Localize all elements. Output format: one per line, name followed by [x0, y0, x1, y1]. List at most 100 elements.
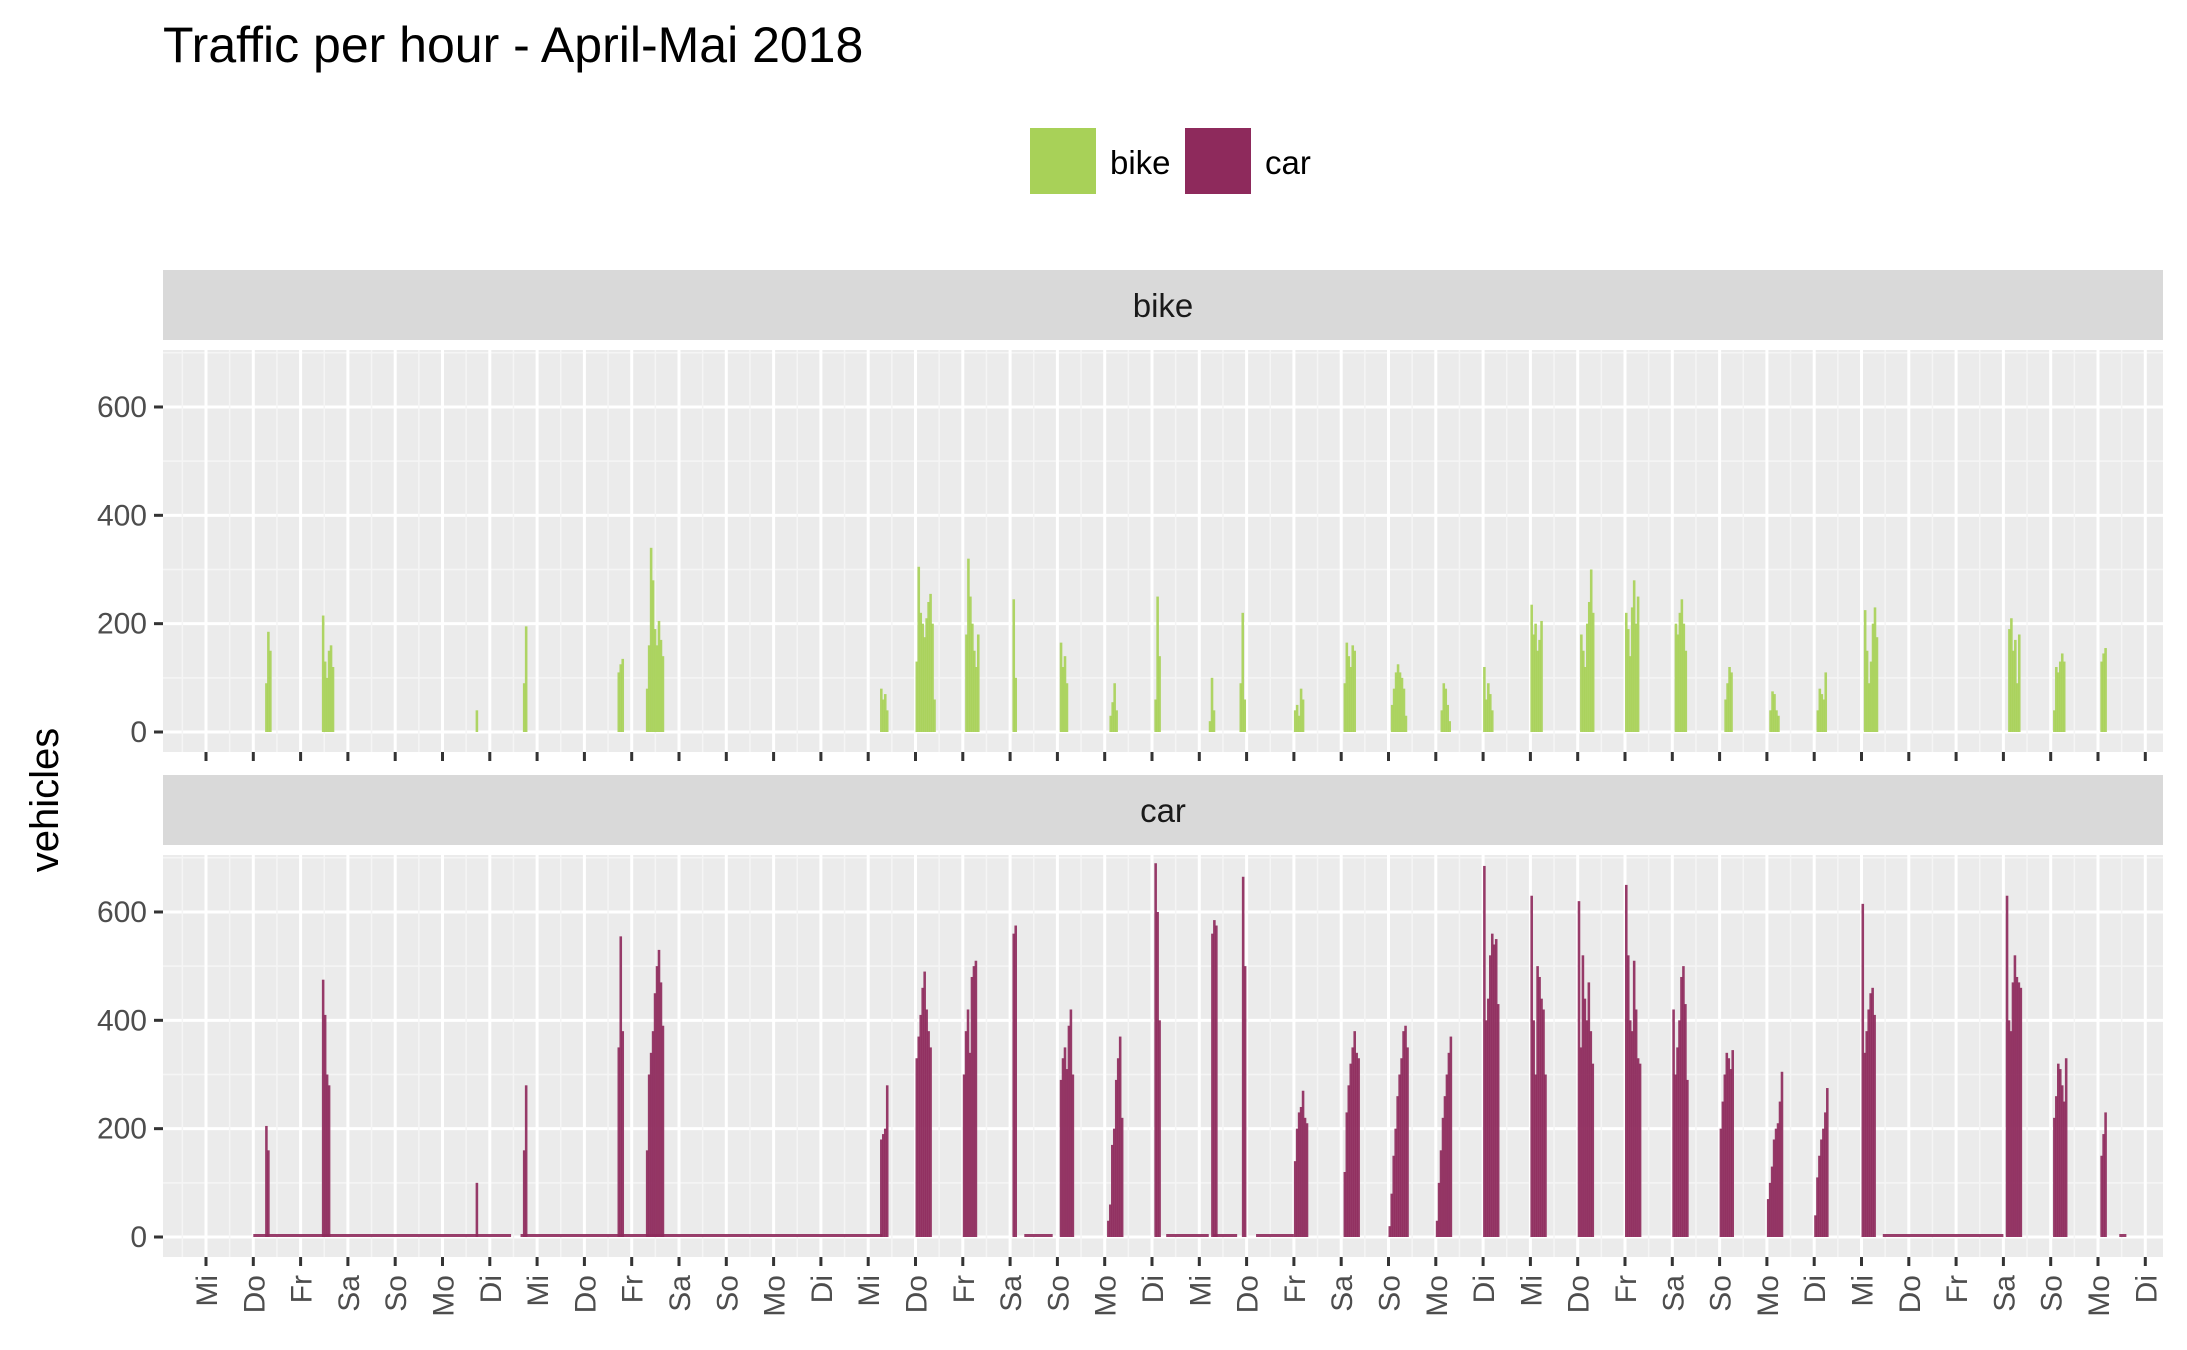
bar-baseline-car: [1166, 1234, 1209, 1237]
bar-bike: [331, 666, 335, 732]
bar-car: [619, 936, 623, 1237]
bar-car: [1727, 1058, 1731, 1237]
bar-car: [2009, 1031, 2013, 1237]
x-tick-label: Mo: [428, 1275, 461, 1317]
bar-car: [1544, 1074, 1547, 1237]
bar-bike: [1065, 683, 1069, 732]
bar-bike: [1115, 710, 1118, 732]
facet-strip-car: [163, 775, 2163, 845]
bar-bike: [917, 566, 921, 732]
bar-car: [661, 1025, 665, 1237]
bar-bike: [967, 558, 970, 732]
bar-car: [1107, 1220, 1110, 1237]
bar-car: [1154, 863, 1157, 1237]
bar-car: [2058, 1069, 2062, 1237]
bar-bike: [267, 631, 270, 732]
bar-car: [1494, 939, 1498, 1237]
bar-car: [1723, 1074, 1727, 1237]
bar-car: [621, 1031, 625, 1237]
bar-car: [925, 1009, 928, 1237]
bar-car: [1824, 1112, 1827, 1237]
bar-bike: [881, 699, 885, 732]
bar-bike: [619, 664, 623, 732]
bar-car: [655, 966, 659, 1237]
bar-bike: [1210, 677, 1214, 732]
bar-bike: [915, 661, 919, 732]
bar-car: [1630, 1031, 1634, 1237]
bar-car: [1402, 1031, 1405, 1237]
bar-car: [1303, 1117, 1307, 1237]
bar-car: [1587, 982, 1591, 1237]
bar-bike: [1295, 704, 1299, 732]
bar-car: [1772, 1139, 1776, 1237]
bar-car: [1487, 998, 1490, 1237]
bar-car: [2064, 1058, 2068, 1237]
bar-car: [327, 1085, 331, 1237]
bar-bike: [321, 615, 325, 732]
bar-car: [1822, 1128, 1825, 1237]
x-tick-label: Mi: [853, 1275, 886, 1307]
y-tick-label: 600: [97, 391, 147, 424]
bar-bike: [1490, 710, 1494, 732]
bar-car: [1674, 1074, 1677, 1237]
x-tick-label: Fr: [948, 1275, 981, 1303]
bar-bike: [1580, 634, 1583, 732]
bar-car: [659, 982, 663, 1237]
bar-bike: [880, 688, 883, 732]
bar-car: [915, 1058, 919, 1237]
bar-car: [1398, 1074, 1401, 1237]
bar-bike: [2104, 648, 2107, 732]
bar-car: [325, 1074, 329, 1237]
bar-car: [1680, 976, 1683, 1237]
x-tick-label: Sa: [1326, 1275, 1359, 1312]
x-tick-label: Do: [1232, 1275, 1265, 1313]
bar-car: [1485, 1020, 1488, 1237]
bar-car: [1345, 1112, 1349, 1237]
bar-car: [1012, 933, 1016, 1237]
bar-bike: [969, 596, 972, 732]
bar-car: [1301, 1090, 1305, 1237]
bar-car: [1063, 1047, 1067, 1237]
x-tick-label: Do: [1894, 1275, 1927, 1313]
x-tick-label: Mi: [1847, 1275, 1880, 1307]
bar-bike: [1820, 694, 1824, 732]
bar-car: [1483, 865, 1486, 1237]
bar-car: [1349, 1063, 1353, 1237]
bar-bike: [923, 637, 926, 732]
bar-bike: [1636, 596, 1640, 732]
bar-car: [1780, 1071, 1784, 1237]
bar-bike: [976, 634, 980, 732]
bar-car: [1404, 1025, 1407, 1237]
bar-bike: [651, 580, 655, 732]
bar-bike: [1400, 677, 1404, 732]
bar-car: [1114, 1079, 1118, 1237]
bar-car: [1297, 1112, 1301, 1237]
bar-car: [1820, 1139, 1823, 1237]
bar-car: [1818, 1155, 1821, 1237]
bar-car: [883, 1128, 887, 1237]
x-tick-label: Do: [569, 1275, 602, 1313]
bar-car: [1532, 1020, 1535, 1237]
bar-car: [1357, 1058, 1360, 1237]
bar-bike: [1538, 639, 1541, 732]
bar-bike: [1402, 688, 1406, 732]
bar-car: [921, 987, 924, 1237]
bar-car: [2062, 1101, 2066, 1237]
chart-title: Traffic per hour - April-Mai 2018: [163, 17, 864, 73]
bar-bike: [1824, 672, 1828, 732]
y-tick-label: 0: [130, 1221, 147, 1254]
bar-bike: [655, 645, 659, 732]
x-tick-label: Mo: [1421, 1275, 1454, 1317]
bar-car: [1406, 1047, 1409, 1237]
bar-bike: [621, 658, 625, 732]
bar-bike: [522, 683, 526, 732]
bar-bike: [1632, 580, 1636, 732]
bar-bike: [1626, 629, 1630, 732]
bar-car: [321, 979, 325, 1237]
bar-bike: [1591, 612, 1595, 732]
bar-car: [1625, 884, 1628, 1237]
y-tick-label: 600: [97, 896, 147, 929]
x-tick-label: So: [2036, 1275, 2069, 1312]
bar-bike: [1301, 699, 1305, 732]
bar-car: [1867, 1009, 1870, 1237]
